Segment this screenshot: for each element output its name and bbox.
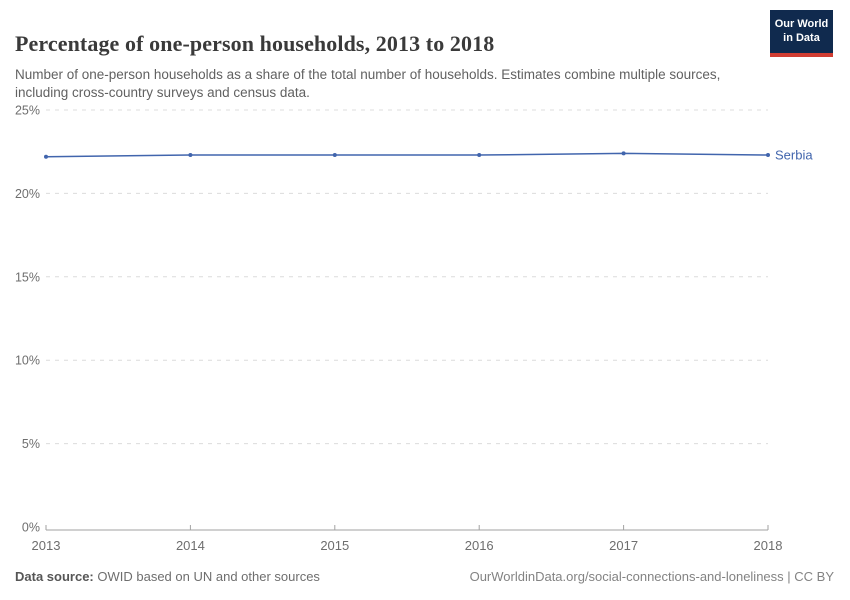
y-axis-tick-label: 25% xyxy=(15,104,40,118)
owid-logo[interactable]: Our World in Data xyxy=(770,10,833,57)
chart-footer: Data source: OWID based on UN and other … xyxy=(15,569,834,584)
data-point[interactable] xyxy=(477,153,482,158)
series-end-label[interactable]: Serbia xyxy=(775,148,813,163)
x-axis-tick-label: 2017 xyxy=(609,538,638,553)
y-axis-tick-label: 5% xyxy=(22,437,40,451)
data-source-label: Data source: xyxy=(15,569,94,584)
data-point[interactable] xyxy=(44,154,48,159)
data-point[interactable] xyxy=(621,151,626,156)
owid-logo-line2: in Data xyxy=(783,31,820,44)
data-point[interactable] xyxy=(332,153,337,158)
y-axis-tick-label: 15% xyxy=(15,270,40,284)
data-source-note: Data source: OWID based on UN and other … xyxy=(15,569,320,584)
chart-subtitle: Number of one-person households as a sha… xyxy=(15,66,721,101)
x-axis-tick-label: 2015 xyxy=(320,538,349,553)
x-axis-tick-label: 2013 xyxy=(32,538,61,553)
page-title: Percentage of one-person households, 201… xyxy=(15,30,495,56)
x-axis-tick-label: 2014 xyxy=(176,538,205,553)
owid-logo-line1: Our World xyxy=(774,18,829,30)
citation-link[interactable]: OurWorldinData.org/social-connections-an… xyxy=(469,569,834,584)
y-axis-tick-label: 10% xyxy=(15,354,40,368)
x-axis-tick-label: 2018 xyxy=(754,538,783,553)
data-point[interactable] xyxy=(766,153,770,158)
series-line-serbia[interactable] xyxy=(45,152,769,158)
x-axis-tick-label: 2016 xyxy=(465,538,494,553)
y-axis-tick-label: 0% xyxy=(22,521,40,535)
y-axis-tick-label: 20% xyxy=(15,187,40,201)
data-point[interactable] xyxy=(188,153,193,158)
data-source-text: OWID based on UN and other sources xyxy=(97,569,320,584)
